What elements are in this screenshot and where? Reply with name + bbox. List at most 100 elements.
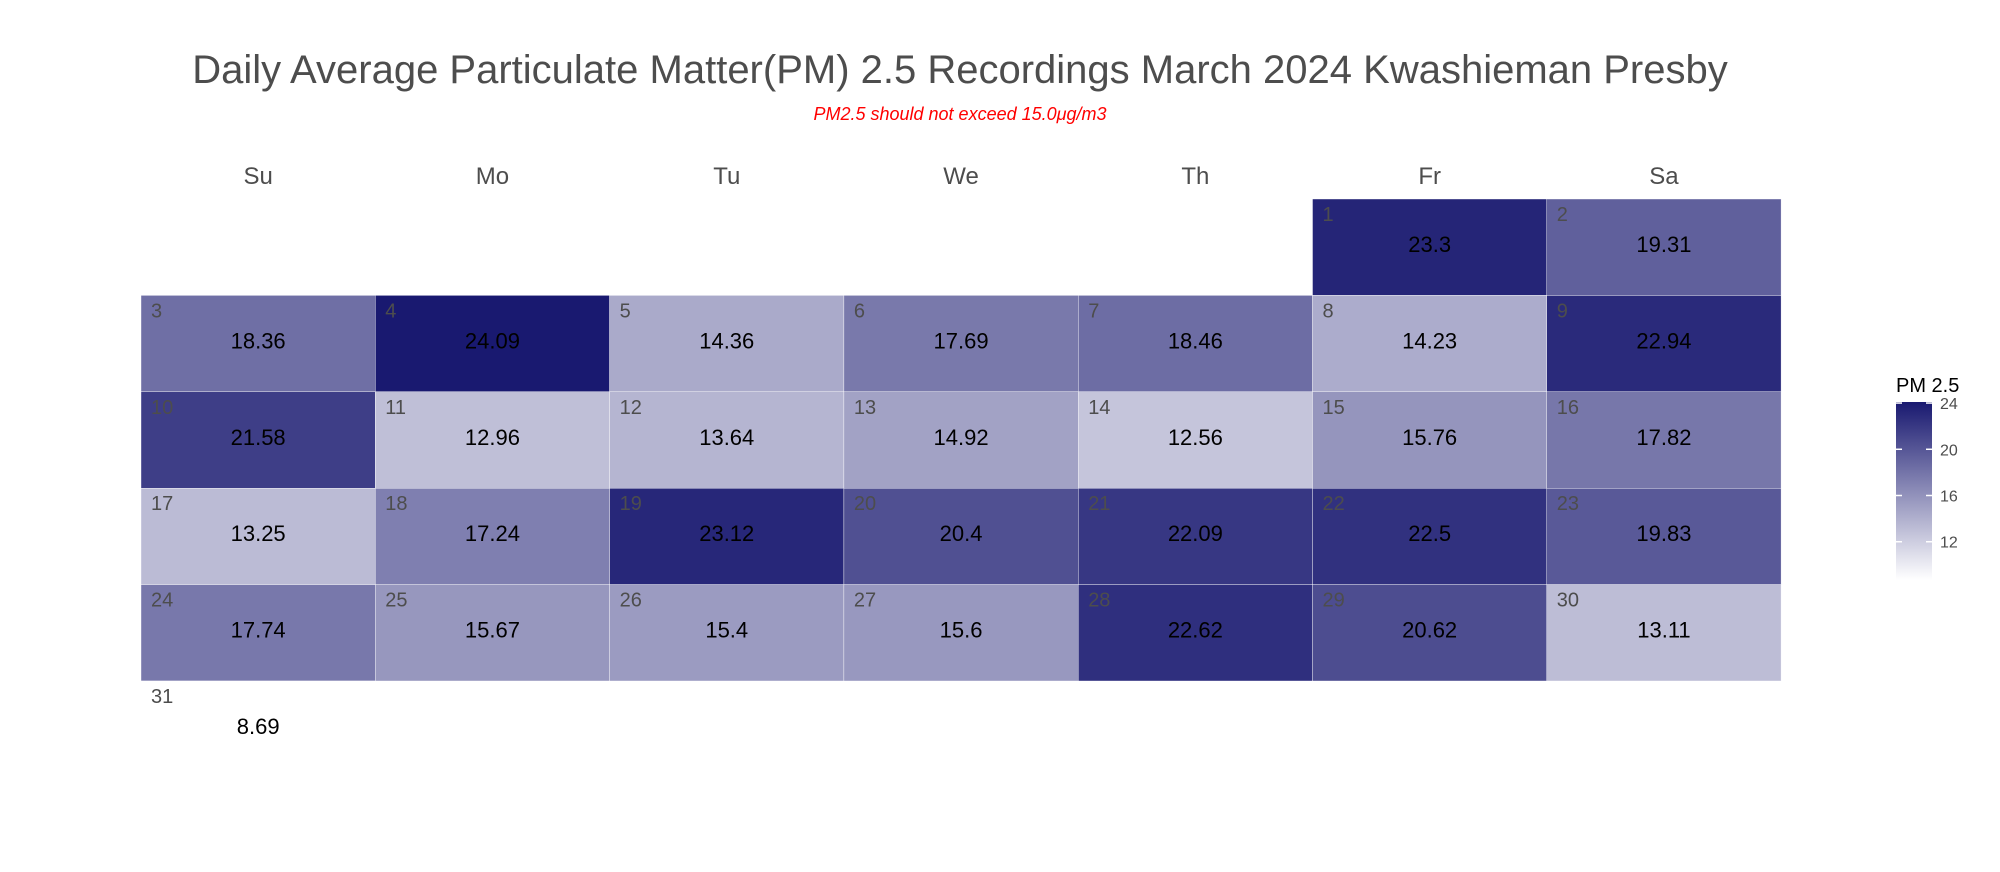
day-cell	[1077, 391, 1313, 489]
day-number: 17	[151, 493, 173, 515]
day-value: 15.67	[465, 618, 520, 643]
day-number: 27	[854, 590, 876, 612]
day-number: 24	[151, 590, 173, 612]
day-number: 6	[854, 300, 865, 322]
day-value: 18.36	[231, 328, 286, 353]
day-cell	[843, 488, 1079, 585]
day-value: 22.94	[1636, 328, 1691, 353]
day-number: 22	[1323, 493, 1345, 515]
day-number: 29	[1323, 590, 1345, 612]
day-cell	[1077, 295, 1313, 392]
day-number: 23	[1557, 493, 1579, 515]
day-number: 16	[1557, 397, 1579, 419]
day-value: 20.62	[1402, 618, 1457, 643]
chart-subtitle: PM2.5 should not exceed 15.0μg/m3	[813, 104, 1107, 124]
day-value: 19.31	[1636, 232, 1691, 257]
day-cell	[140, 295, 376, 392]
day-number: 1	[1323, 204, 1334, 226]
day-cell	[375, 488, 610, 585]
day-cell	[375, 391, 610, 489]
day-number: 5	[620, 300, 631, 322]
day-value: 17.69	[934, 328, 989, 353]
day-number: 11	[385, 397, 406, 419]
day-value: 17.74	[231, 618, 286, 643]
day-cell	[1312, 198, 1548, 296]
legend-colorbar	[1896, 402, 1932, 580]
day-number: 14	[1088, 397, 1110, 419]
day-value: 19.83	[1636, 521, 1691, 546]
day-number: 20	[854, 493, 876, 515]
legend-tick-label: 20	[1940, 442, 1958, 459]
day-cell	[1546, 198, 1782, 296]
day-number: 18	[385, 493, 407, 515]
day-value: 14.36	[699, 328, 754, 353]
day-cell	[609, 488, 845, 585]
day-cell	[140, 391, 376, 489]
day-cell	[1546, 488, 1782, 585]
day-cell	[609, 584, 845, 682]
weekday-label: Fr	[1418, 163, 1441, 190]
day-value: 15.6	[940, 618, 983, 643]
day-number: 31	[151, 686, 173, 708]
day-value: 22.62	[1168, 618, 1223, 643]
day-value: 14.23	[1402, 328, 1457, 353]
day-cell	[843, 584, 1079, 682]
day-cell	[1312, 488, 1548, 585]
weekday-label: Mo	[476, 163, 509, 190]
day-number: 15	[1323, 397, 1345, 419]
day-value: 17.82	[1636, 425, 1691, 450]
day-value: 17.24	[465, 521, 520, 546]
weekday-label: Tu	[713, 163, 740, 190]
day-number: 13	[854, 397, 876, 419]
day-value: 22.09	[1168, 521, 1223, 546]
day-number: 10	[151, 397, 173, 419]
day-value: 14.92	[934, 425, 989, 450]
day-number: 2	[1557, 204, 1568, 226]
day-value: 12.96	[465, 425, 520, 450]
day-value: 15.76	[1402, 425, 1457, 450]
day-value: 13.64	[699, 425, 754, 450]
day-cell	[1546, 391, 1782, 489]
day-number: 21	[1088, 493, 1110, 515]
day-cell	[140, 680, 376, 778]
day-cell	[1077, 584, 1313, 682]
day-cell	[843, 295, 1079, 392]
day-value: 15.4	[705, 618, 748, 643]
day-number: 4	[385, 300, 396, 322]
day-value: 23.12	[699, 521, 754, 546]
day-value: 8.69	[237, 714, 280, 739]
day-value: 13.11	[1637, 618, 1690, 643]
day-number: 25	[385, 590, 407, 612]
day-value: 21.58	[231, 425, 286, 450]
day-number: 30	[1557, 590, 1579, 612]
day-number: 26	[620, 590, 642, 612]
day-cell	[1312, 584, 1548, 682]
day-cell	[140, 488, 376, 585]
day-number: 3	[151, 300, 162, 322]
day-cell	[609, 295, 845, 392]
day-cell	[1312, 391, 1548, 489]
legend-title: PM 2.5	[1896, 375, 1959, 397]
day-cell	[375, 295, 610, 392]
chart-title: Daily Average Particulate Matter(PM) 2.5…	[192, 48, 1728, 92]
legend-tick-label: 16	[1940, 489, 1958, 506]
weekday-label: Th	[1181, 163, 1209, 190]
weekday-label: Sa	[1649, 163, 1679, 190]
day-value: 12.56	[1168, 425, 1223, 450]
day-cell	[140, 584, 376, 682]
day-number: 12	[620, 397, 642, 419]
day-number: 19	[620, 493, 642, 515]
day-cell	[1312, 295, 1548, 392]
day-value: 23.3	[1408, 232, 1451, 257]
day-number: 8	[1323, 300, 1334, 322]
day-value: 18.46	[1168, 328, 1223, 353]
day-cell	[1546, 295, 1782, 392]
legend-tick-label: 24	[1940, 396, 1958, 413]
day-number: 9	[1557, 300, 1568, 322]
weekday-label: We	[943, 163, 979, 190]
day-number: 28	[1088, 590, 1110, 612]
legend-tick-label: 12	[1940, 535, 1958, 552]
day-value: 24.09	[465, 328, 520, 353]
day-number: 7	[1088, 300, 1099, 322]
